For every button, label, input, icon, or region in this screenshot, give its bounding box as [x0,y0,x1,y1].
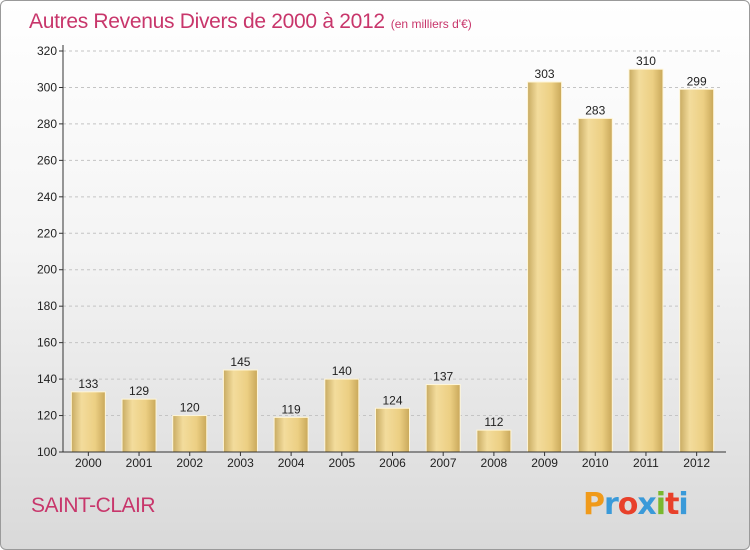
y-tick-label: 160 [37,336,57,350]
x-tick-label: 2009 [531,456,558,470]
bar-2007 [425,384,461,453]
y-tick-label: 300 [37,80,57,94]
x-tick-label: 2008 [481,456,508,470]
chart-title: Autres Revenus Divers de 2000 à 2012 (en … [29,10,472,34]
bar-2003 [222,369,258,453]
x-tick-label: 2010 [582,456,609,470]
y-tick-label: 320 [37,44,57,58]
x-tick-label: 2007 [430,456,457,470]
grid-lines [63,50,722,417]
bar-2002 [172,415,208,453]
logo-letter: t [665,487,679,522]
bar-2008 [476,429,512,453]
x-tick-label: 2002 [176,456,203,470]
bar-2010 [577,117,613,453]
y-tick-label: 180 [37,299,57,313]
y-tick-label: 260 [37,153,57,167]
x-tick-label: 2004 [278,456,305,470]
bar-2005 [324,378,360,453]
data-label-2001: 129 [129,384,149,398]
axes: 100 120 140 160 180 200 220 240 260 280 300 320 2000… [37,44,726,470]
bar-2009 [527,81,563,453]
x-tick-label: 2011 [633,456,659,470]
proxiti-logo: Proxiti [583,487,689,522]
data-label-2012: 299 [687,74,707,88]
bar-2012 [679,88,715,453]
x-tick-label: 2006 [379,456,406,470]
bar-2000 [70,391,106,453]
bar-2001 [121,398,157,453]
data-label-2003: 145 [230,355,250,369]
y-tick-label: 220 [37,226,57,240]
x-tick-label: 2005 [328,456,355,470]
bar-2004 [273,416,309,453]
bars: 133 129 120 145 119 140 124 137 112 303 283 310 299 [70,54,715,453]
data-label-2010: 283 [585,103,605,117]
logo-letter: i [655,487,666,522]
city-name: SAINT-CLAIR [31,494,156,517]
x-tick-label: 2012 [683,456,710,470]
data-label-2009: 303 [535,67,555,81]
y-tick-label: 280 [37,117,57,131]
logo-letter: P [583,487,605,522]
logo-letter: x [637,487,656,522]
data-label-2004: 119 [282,402,301,416]
data-label-2005: 140 [332,364,352,378]
y-tick-label: 120 [37,409,57,423]
x-tick-label: 2000 [75,456,102,470]
logo-letter: r [604,487,619,522]
logo-letter: o [617,487,639,522]
chart-unit: (en milliers d'€) [390,17,472,31]
x-tick-label: 2001 [126,456,153,470]
bar-2011 [628,68,664,453]
chart-title-text: Autres Revenus Divers de 2000 à 2012 [29,10,385,33]
x-tick-label: 2003 [227,456,254,470]
y-tick-label: 200 [37,263,57,277]
data-label-2000: 133 [78,377,98,391]
y-tick-label: 240 [37,190,57,204]
data-label-2007: 137 [433,370,453,384]
data-label-2011: 310 [636,54,656,68]
data-label-2006: 124 [382,393,402,407]
data-label-2008: 112 [484,415,503,429]
y-tick-label: 140 [37,372,57,386]
data-label-2002: 120 [180,401,200,415]
y-tick-label: 100 [37,445,57,459]
bar-2006 [375,407,410,453]
logo-letter: i [678,487,688,522]
